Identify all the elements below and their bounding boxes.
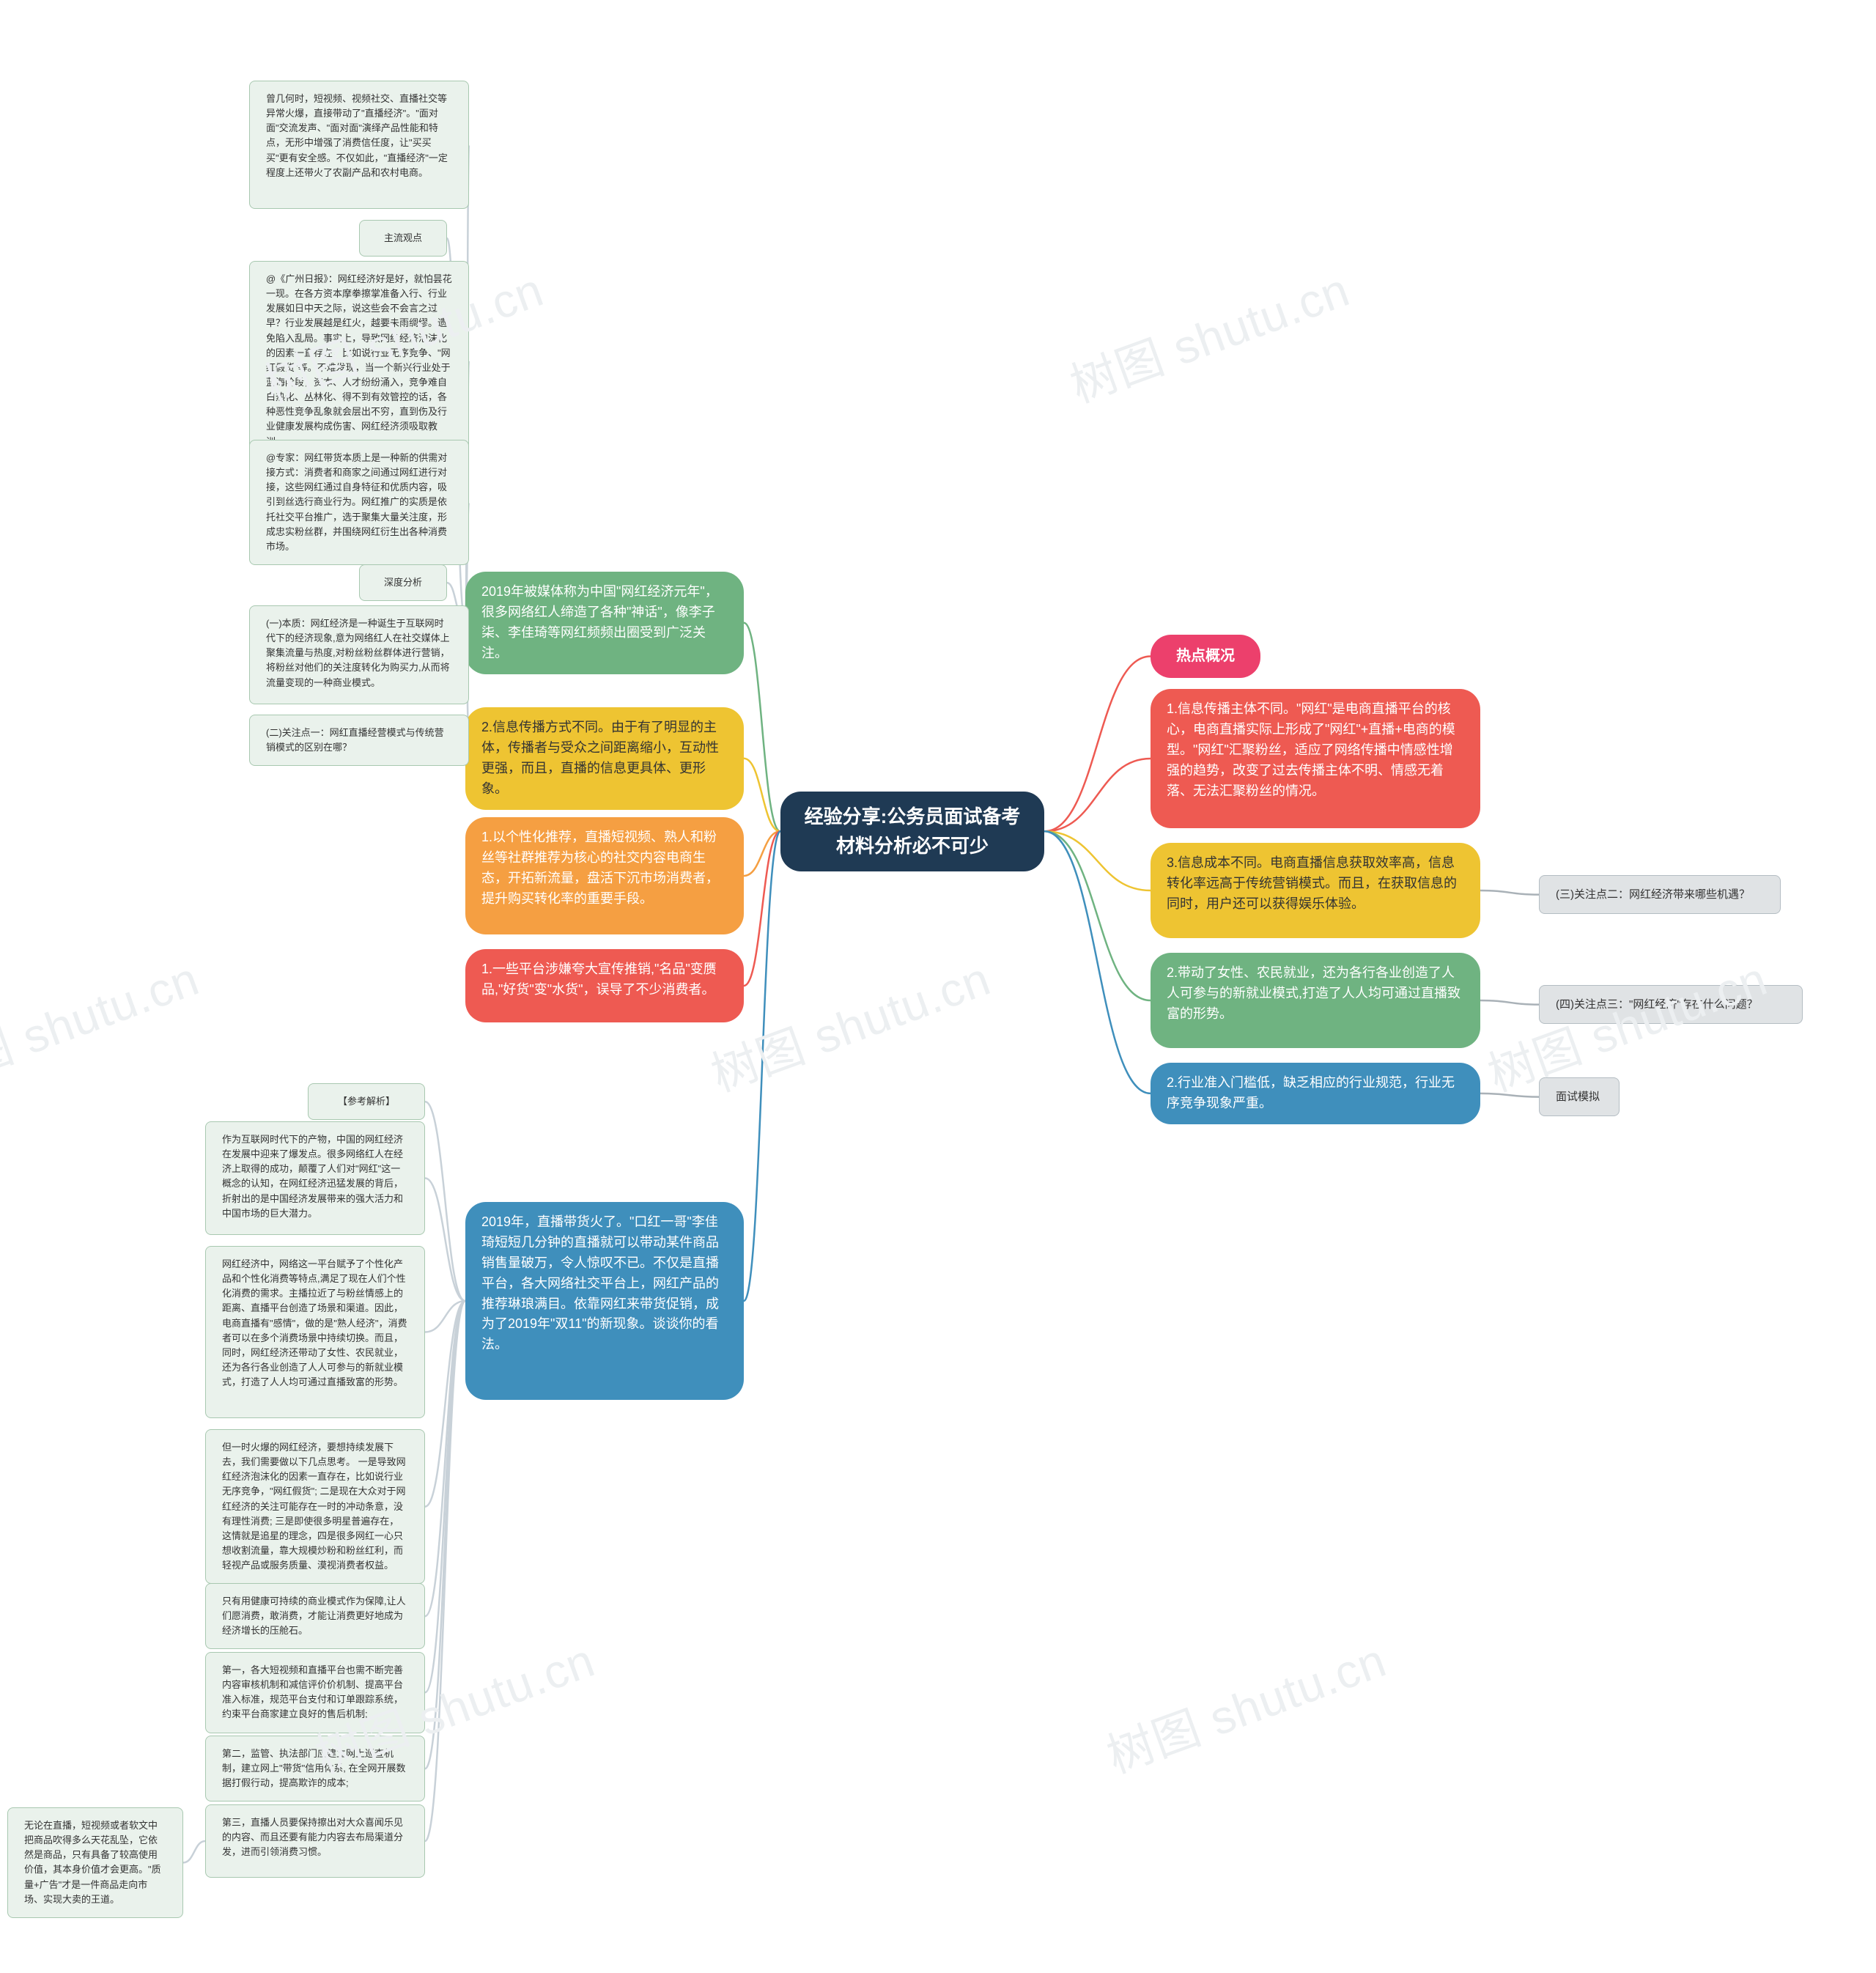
mindmap-node-g_expert: @专家：网红带货本质上是一种新的供需对接方式：消费者和商家之间通过网红进行对接，… — [249, 440, 469, 565]
mindmap-node-text: (二)关注点一：网红直播经营模式与传统营销模式的区别在哪？ — [266, 727, 444, 753]
edge — [744, 831, 780, 876]
mindmap-node-text: 【参考解析】 — [338, 1094, 395, 1109]
mindmap-node-text: 第三，直播人员要保持擦出对大众喜闻乐见的内容、而且还要有能力内容去布局渠道分发，… — [222, 1817, 403, 1857]
mindmap-node-text: 热点概况 — [1176, 645, 1235, 668]
mindmap-node-g_ref5: 第一，各大短视频和直播平台也需不断完善内容审核机制和减信评价价机制、提高平台准入… — [205, 1652, 425, 1733]
mindmap-node-g_ref_left: 无论在直播，短视频或者软文中把商品吹得多么天花乱坠，它依然是商品，只有具备了较高… — [7, 1807, 183, 1918]
mindmap-node-l_recommend: 1.以个性化推荐，直播短视频、熟人和粉丝等社群推荐为核心的社交内容电商生态，开拓… — [465, 817, 744, 934]
mindmap-node-g_ref6: 第二，监管、执法部门应建立网上巡查机制，建立网上"带货"信用体系, 在全网开展数… — [205, 1736, 425, 1801]
mindmap-node-g_mainview: 主流观点 — [359, 220, 447, 257]
mindmap-node-r_interview: 面试模拟 — [1539, 1077, 1620, 1116]
mindmap-node-text: 但一时火爆的网红经济，要想持续发展下去，我们需要做以下几点思考。 一是导致网红经… — [222, 1442, 406, 1571]
mindmap-node-text: 2.带动了女性、农民就业，还为各行各业创造了人人可参与的新就业模式,打造了人人均… — [1167, 965, 1460, 1021]
mindmap-node-text: (三)关注点二：网红经济带来哪些机遇？ — [1556, 888, 1750, 901]
edge — [744, 831, 780, 1301]
mindmap-node-g_intro: 曾几何时，短视频、视频社交、直播社交等异常火爆，直接带动了"直播经济"。"面对面… — [249, 81, 469, 209]
mindmap-node-g_deep: 深度分析 — [359, 564, 447, 601]
mindmap-node-text: 只有用健康可持续的商业模式作为保障,让人们愿消费，敢消费，才能让消费更好地成为经… — [222, 1596, 406, 1636]
edge — [1044, 657, 1151, 832]
mindmap-node-text: 面试模拟 — [1556, 1091, 1600, 1103]
edge — [1480, 890, 1539, 895]
mindmap-node-l_info2way: 2.信息传播方式不同。由于有了明显的主体，传播者与受众之间距离缩小，互动性更强，… — [465, 707, 744, 810]
edge — [744, 831, 780, 986]
mindmap-node-g_ref4: 只有用健康可持续的商业模式作为保障,让人们愿消费，敢消费，才能让消费更好地成为经… — [205, 1583, 425, 1649]
mindmap-node-text: 无论在直播，短视频或者软文中把商品吹得多么天花乱坠，它依然是商品，只有具备了较高… — [24, 1820, 161, 1905]
mindmap-node-text: 2019年被媒体称为中国"网红经济元年"，很多网络红人缔造了各种"神话"，像李子… — [481, 584, 718, 660]
mindmap-node-text: 主流观点 — [384, 231, 422, 246]
edge — [744, 759, 780, 832]
mindmap-node-r_info3: 3.信息成本不同。电商直播信息获取效率高，信息转化率远高于传统营销模式。而且，在… — [1151, 843, 1480, 938]
mindmap-node-g_guangzhou: @《广州日报》：网红经济好是好，就怕昙花一现。在各方资本摩拳擦掌准备入行、行业发… — [249, 261, 469, 460]
mindmap-node-text: 第一，各大短视频和直播平台也需不断完善内容审核机制和减信评价价机制、提高平台准入… — [222, 1664, 403, 1719]
mindmap-node-text: 作为互联网时代下的产物，中国的网红经济在发展中迎来了爆发点。很多网络红人在经济上… — [222, 1134, 403, 1219]
mindmap-node-text: 1.信息传播主体不同。"网红"是电商直播平台的核心，电商直播实际上形成了"网红"… — [1167, 701, 1455, 798]
mindmap-node-g_essence: (一)本质：网红经济是一种诞生于互联网时代下的经济现象,意为网络红人在社交媒体上… — [249, 605, 469, 704]
mindmap-node-r_attn4: (四)关注点三："网红经济"存在什么问题？ — [1539, 985, 1803, 1024]
edge — [425, 1301, 465, 1332]
edge — [1044, 831, 1151, 1094]
mindmap-node-text: (四)关注点三："网红经济"存在什么问题？ — [1556, 998, 1758, 1011]
mindmap-node-text: 经验分享:公务员面试备考材料分析必不可少 — [797, 802, 1028, 861]
mindmap-node-g_ref3: 但一时火爆的网红经济，要想持续发展下去，我们需要做以下几点思考。 一是导致网红经… — [205, 1429, 425, 1584]
watermark-text: 树图 shutu.cn — [1060, 253, 1357, 416]
watermark-text: 树图 shutu.cn — [0, 942, 207, 1105]
watermark-text: 树图 shutu.cn — [1096, 1623, 1394, 1787]
mindmap-node-text: 2019年，直播带货火了。"口红一哥"李佳琦短短几分钟的直播就可以带动某件商品销… — [481, 1214, 719, 1351]
edge — [183, 1841, 205, 1862]
mindmap-node-g_ref2: 网红经济中，网络这一平台赋予了个性化产品和个性化消费等特点,满足了现在人们个性化… — [205, 1246, 425, 1418]
mindmap-node-text: 2.信息传播方式不同。由于有了明显的主体，传播者与受众之间距离缩小，互动性更强，… — [481, 720, 719, 796]
mindmap-node-g_ref7: 第三，直播人员要保持擦出对大众喜闻乐见的内容、而且还要有能力内容去布局渠道分发，… — [205, 1804, 425, 1878]
edge — [425, 1179, 465, 1302]
edge — [1044, 831, 1151, 1000]
edge — [744, 623, 780, 832]
edge — [425, 1301, 465, 1616]
edge — [425, 1301, 465, 1692]
mindmap-node-text: @《广州日报》：网红经济好是好，就怕昙花一现。在各方资本摩拳擦掌准备入行、行业发… — [266, 273, 452, 447]
mindmap-node-g_ref_label: 【参考解析】 — [308, 1083, 425, 1120]
edge — [1044, 831, 1151, 890]
mindmap-node-g_attn1: (二)关注点一：网红直播经营模式与传统营销模式的区别在哪？ — [249, 715, 469, 766]
watermark-text: 树图 shutu.cn — [701, 942, 998, 1105]
mindmap-node-g_ref1: 作为互联网时代下的产物，中国的网红经济在发展中迎来了爆发点。很多网络红人在经济上… — [205, 1121, 425, 1235]
edge — [1044, 759, 1151, 831]
mindmap-node-text: 第二，监管、执法部门应建立网上巡查机制，建立网上"带货"信用体系, 在全网开展数… — [222, 1748, 405, 1788]
mindmap-node-r_info1: 1.信息传播主体不同。"网红"是电商直播平台的核心，电商直播实际上形成了"网红"… — [1151, 689, 1480, 828]
mindmap-node-r_info2: 2.带动了女性、农民就业，还为各行各业创造了人人可参与的新就业模式,打造了人人均… — [1151, 953, 1480, 1048]
mindmap-node-text: 2.行业准入门槛低，缺乏相应的行业规范，行业无序竞争现象严重。 — [1167, 1075, 1455, 1110]
mindmap-node-central: 经验分享:公务员面试备考材料分析必不可少 — [780, 792, 1044, 871]
mindmap-node-l_2019: 2019年被媒体称为中国"网红经济元年"，很多网络红人缔造了各种"神话"，像李子… — [465, 572, 744, 674]
mindmap-node-text: 1.一些平台涉嫌夸大宣传推销,"名品"变赝品,"好货"变"水货"，误导了不少消费… — [481, 962, 717, 997]
edge — [425, 1301, 465, 1507]
edge — [1480, 1000, 1539, 1005]
mindmap-node-text: 深度分析 — [384, 575, 422, 590]
mindmap-node-text: @专家：网红带货本质上是一种新的供需对接方式：消费者和商家之间通过网红进行对接，… — [266, 452, 447, 552]
mindmap-node-text: 3.信息成本不同。电商直播信息获取效率高，信息转化率远高于传统营销模式。而且，在… — [1167, 855, 1457, 911]
mindmap-node-l_platform: 1.一些平台涉嫌夸大宣传推销,"名品"变赝品,"好货"变"水货"，误导了不少消费… — [465, 949, 744, 1022]
edge — [1480, 1094, 1539, 1097]
mindmap-node-r_rule2: 2.行业准入门槛低，缺乏相应的行业规范，行业无序竞争现象严重。 — [1151, 1063, 1480, 1124]
mindmap-node-l_lipstick: 2019年，直播带货火了。"口红一哥"李佳琦短短几分钟的直播就可以带动某件商品销… — [465, 1202, 744, 1400]
mindmap-node-r_hot: 热点概况 — [1151, 635, 1260, 678]
mindmap-node-text: 网红经济中，网络这一平台赋予了个性化产品和个性化消费等特点,满足了现在人们个性化… — [222, 1258, 407, 1387]
mindmap-node-text: 曾几何时，短视频、视频社交、直播社交等异常火爆，直接带动了"直播经济"。"面对面… — [266, 93, 448, 178]
mindmap-node-text: (一)本质：网红经济是一种诞生于互联网时代下的经济现象,意为网络红人在社交媒体上… — [266, 618, 450, 688]
edge — [425, 1301, 465, 1769]
edge — [425, 1102, 465, 1301]
edge — [425, 1301, 465, 1841]
mindmap-node-text: 1.以个性化推荐，直播短视频、熟人和粉丝等社群推荐为核心的社交内容电商生态，开拓… — [481, 830, 719, 906]
mindmap-node-r_attn2: (三)关注点二：网红经济带来哪些机遇？ — [1539, 875, 1781, 914]
